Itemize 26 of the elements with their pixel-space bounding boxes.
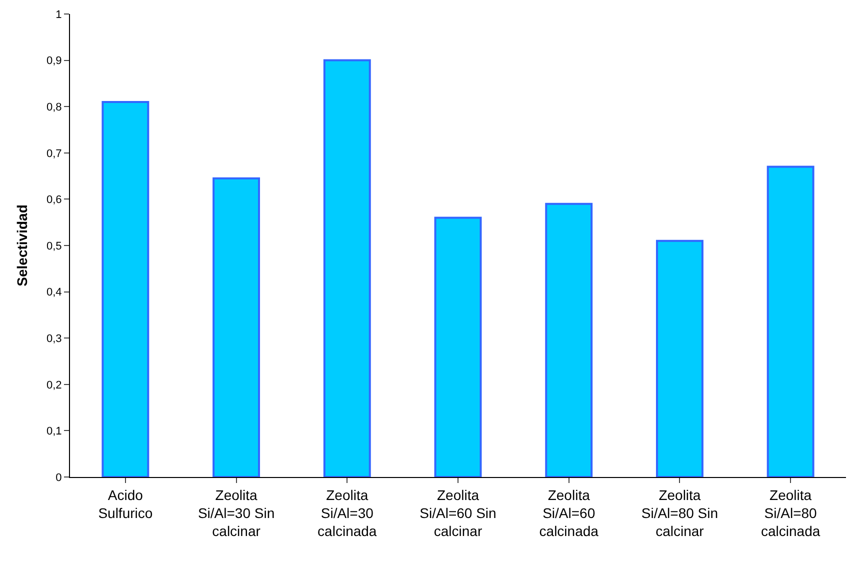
y-tick-label: 0,8 xyxy=(46,101,62,114)
y-axis-title: Selectividad xyxy=(14,204,30,286)
y-tick-label: 0,2 xyxy=(46,379,62,392)
bar xyxy=(545,202,593,477)
x-tick-label: Zeolita Si/Al=30 calcinada xyxy=(318,486,377,540)
y-tick-label: 0,7 xyxy=(46,148,62,160)
y-tick-label: 0,9 xyxy=(46,55,62,68)
bar xyxy=(323,59,371,477)
x-tick-label: Zeolita Si/Al=30 Sin calcinar xyxy=(198,486,275,540)
x-tick-label: Zeolita Si/Al=60 calcinada xyxy=(539,486,599,540)
bar xyxy=(656,240,704,477)
y-tick-label: 0,6 xyxy=(46,194,62,206)
x-tick-label: Zeolita Si/Al=60 Sin calcinar xyxy=(420,486,496,540)
y-tick-label: 0,5 xyxy=(46,240,62,252)
y-tick-label: 0,1 xyxy=(46,426,62,438)
y-tick-label: 0,3 xyxy=(46,332,62,345)
bar xyxy=(434,216,482,477)
bar xyxy=(102,100,150,477)
x-tick-label: Zeolita Si/Al=80 Sin calcinar xyxy=(641,486,718,540)
y-tick-label: 0,4 xyxy=(46,286,62,299)
y-tick-label: 0 xyxy=(56,472,62,484)
x-tick-label: Acido Sulfurico xyxy=(98,486,153,521)
bar xyxy=(766,166,814,477)
x-tick-label: Zeolita Si/Al=80 calcinada xyxy=(760,486,820,540)
y-tick-label: 1 xyxy=(56,8,62,21)
bar xyxy=(212,177,260,477)
